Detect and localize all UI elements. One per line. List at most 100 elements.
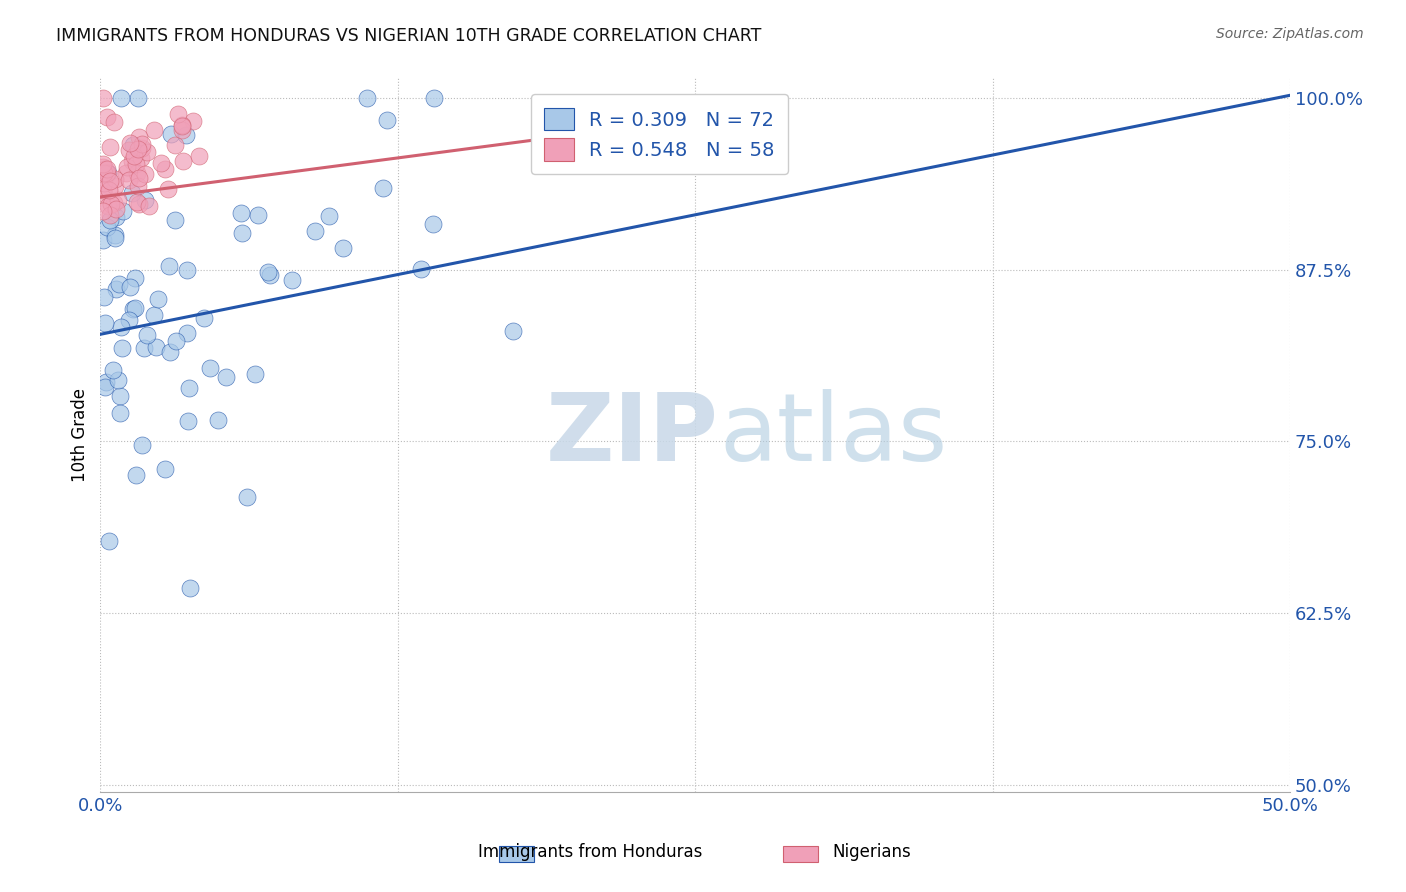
Point: [156, 181, 179, 195]
Point: [93, 204, 115, 219]
Point: [138, 199, 160, 213]
Text: ZIP: ZIP: [546, 389, 718, 481]
Point: [96, 162, 118, 177]
Point: [174, 128, 197, 142]
Point: [125, 156, 148, 170]
Point: [163, 212, 186, 227]
Point: [127, 166, 149, 180]
Text: Immigrants from Honduras: Immigrants from Honduras: [478, 843, 703, 861]
Point: [177, 414, 200, 428]
Point: [148, 293, 170, 307]
Point: [167, 107, 190, 121]
Point: [131, 137, 153, 152]
Point: [124, 301, 146, 315]
Point: [150, 156, 173, 170]
Point: [122, 138, 145, 153]
Point: [143, 308, 166, 322]
Point: [257, 265, 280, 279]
Point: [170, 119, 193, 133]
Point: [94, 316, 117, 330]
Point: [94, 167, 117, 181]
Point: [231, 226, 253, 240]
Point: [125, 194, 148, 209]
Point: [97, 198, 120, 212]
Point: [207, 413, 229, 427]
Point: [132, 341, 155, 355]
Point: [94, 380, 117, 394]
Point: [105, 210, 128, 224]
Point: [131, 438, 153, 452]
Point: [108, 389, 131, 403]
Point: [246, 208, 269, 222]
Point: [108, 277, 131, 291]
Point: [131, 141, 153, 155]
Point: [122, 302, 145, 317]
Point: [135, 145, 157, 159]
Point: [91, 160, 114, 174]
Point: [120, 136, 142, 151]
Point: [122, 149, 145, 163]
Point: [121, 154, 143, 169]
Point: [215, 370, 238, 384]
Point: [181, 113, 204, 128]
Point: [107, 373, 129, 387]
Point: [165, 334, 187, 348]
Point: [107, 194, 129, 208]
Point: [356, 91, 378, 105]
Point: [93, 176, 115, 190]
Point: [118, 143, 141, 157]
Point: [176, 326, 198, 340]
Point: [127, 91, 149, 105]
Point: [153, 161, 176, 176]
Point: [129, 151, 152, 165]
Point: [97, 166, 120, 180]
Point: [93, 186, 115, 201]
Point: [98, 208, 121, 222]
Point: [118, 173, 141, 187]
Point: [105, 281, 128, 295]
Point: [160, 127, 183, 141]
Point: [170, 118, 193, 132]
Point: [103, 115, 125, 129]
Point: [98, 183, 121, 197]
Text: atlas: atlas: [718, 389, 948, 481]
Text: IMMIGRANTS FROM HONDURAS VS NIGERIAN 10TH GRADE CORRELATION CHART: IMMIGRANTS FROM HONDURAS VS NIGERIAN 10T…: [56, 27, 762, 45]
Point: [104, 231, 127, 245]
Point: [176, 263, 198, 277]
Point: [110, 319, 132, 334]
Point: [96, 110, 118, 124]
Point: [118, 313, 141, 327]
Point: [411, 262, 433, 277]
Point: [96, 220, 118, 235]
Point: [304, 224, 326, 238]
Point: [375, 112, 398, 127]
Text: Nigerians: Nigerians: [832, 843, 911, 861]
Legend: R = 0.309   N = 72, R = 0.548   N = 58: R = 0.309 N = 72, R = 0.548 N = 58: [531, 95, 789, 174]
Point: [422, 217, 444, 231]
Point: [112, 204, 135, 219]
Point: [104, 172, 127, 186]
Point: [100, 197, 122, 211]
Point: [98, 534, 121, 549]
Point: [127, 142, 149, 156]
Point: [145, 340, 167, 354]
Point: [124, 271, 146, 285]
Point: [281, 273, 304, 287]
Point: [193, 311, 215, 326]
Point: [110, 341, 132, 355]
Point: [187, 149, 209, 163]
Point: [231, 206, 253, 220]
Point: [155, 462, 177, 476]
Point: [332, 241, 354, 255]
Point: [93, 161, 115, 176]
Point: [117, 161, 139, 175]
Point: [172, 154, 194, 169]
Text: Source: ZipAtlas.com: Source: ZipAtlas.com: [1216, 27, 1364, 41]
Point: [157, 259, 180, 273]
Point: [98, 174, 121, 188]
Point: [103, 196, 125, 211]
Point: [121, 186, 143, 200]
Point: [318, 209, 340, 223]
Point: [373, 181, 395, 195]
Point: [93, 290, 115, 304]
